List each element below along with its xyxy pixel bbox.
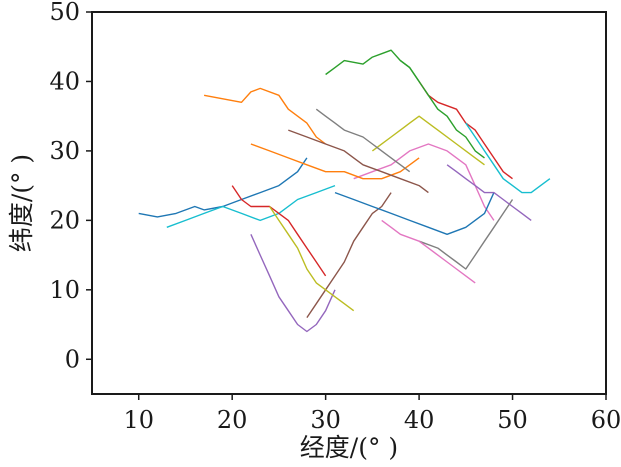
series-line-9: [166, 184, 336, 228]
series-line-15: [288, 129, 429, 194]
series-line-11: [250, 143, 420, 180]
plot-frame: [91, 11, 607, 395]
series-line-19: [465, 122, 551, 194]
x-tick-label-1: 20: [217, 406, 248, 434]
series-line-14: [446, 164, 532, 221]
series-line-8: [371, 115, 485, 166]
series-line-12: [399, 60, 485, 159]
series-line-4: [250, 234, 336, 333]
y-axis-label: 纬度/(° ): [7, 154, 36, 252]
x-tick-label-0: 10: [123, 406, 154, 434]
series-line-2: [325, 49, 420, 82]
series-line-0: [138, 157, 308, 218]
x-tick-label-3: 40: [404, 406, 435, 434]
series-line-3: [418, 81, 513, 180]
series-line-1: [203, 87, 327, 145]
series-line-17: [315, 108, 411, 173]
series-line-7: [418, 199, 514, 270]
series-line-13: [231, 185, 327, 277]
ticks-layer: 10 20 30 40 50 60 0 10 20 30 40 50: [49, 0, 621, 434]
series-line-6: [353, 143, 495, 221]
y-tick-label-2: 20: [49, 206, 80, 234]
x-tick-label-2: 30: [310, 406, 341, 434]
series-layer: [138, 49, 551, 333]
y-tick-label-4: 40: [49, 67, 80, 95]
y-tick-label-5: 50: [49, 0, 80, 26]
y-tick-label-1: 10: [49, 276, 80, 304]
y-tick-label-3: 30: [49, 137, 80, 165]
series-line-5: [306, 192, 392, 318]
x-axis-label: 经度/(° ): [300, 433, 398, 462]
x-tick-label-5: 60: [591, 406, 621, 434]
series-line-16: [381, 219, 476, 284]
series-line-10: [334, 191, 495, 236]
y-tick-label-0: 0: [65, 345, 80, 373]
series-line-18: [269, 206, 355, 312]
x-tick-label-4: 50: [497, 406, 528, 434]
